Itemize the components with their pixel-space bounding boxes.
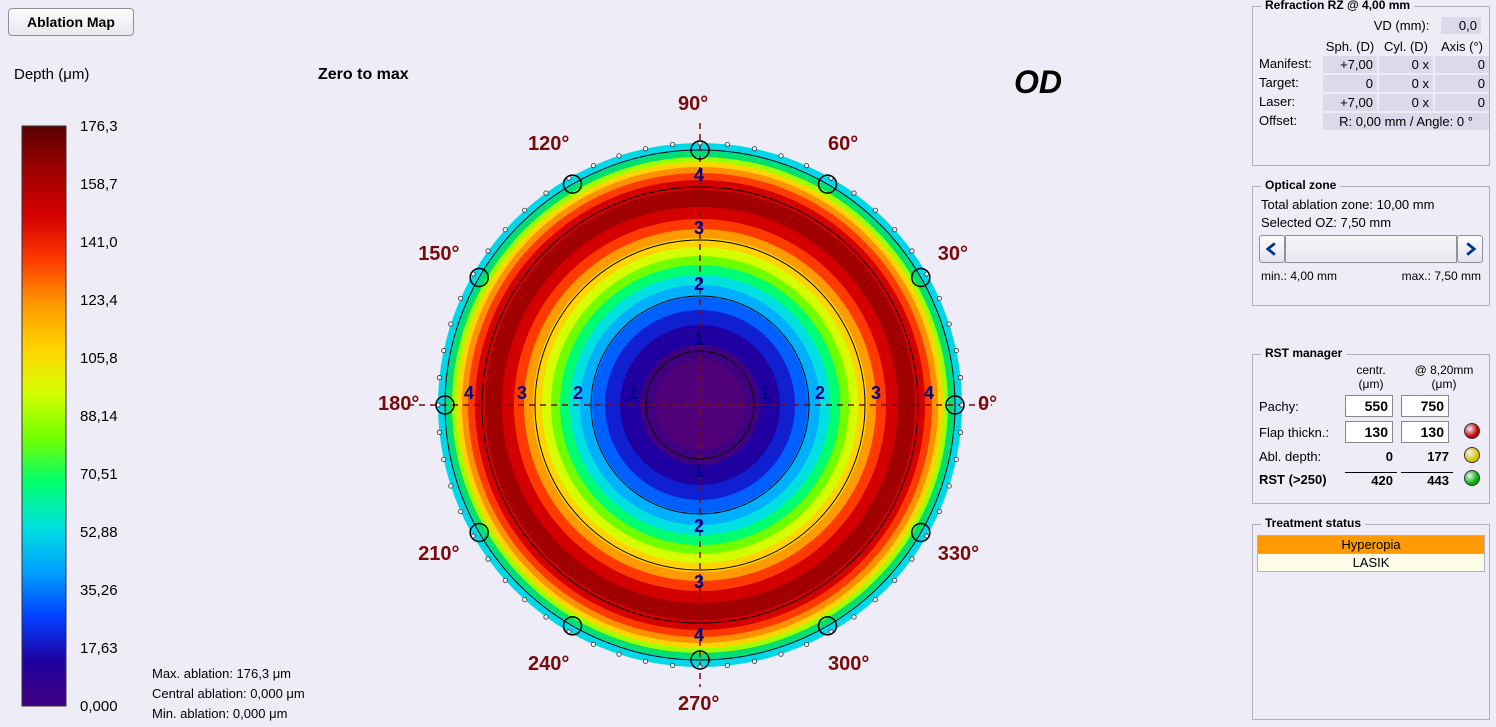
light-green — [1464, 470, 1480, 486]
oz-selected: Selected OZ: 7,50 mm — [1261, 215, 1391, 230]
radial-num: 1 — [694, 461, 704, 482]
refraction-title: Refraction RZ @ 4,00 mm — [1261, 0, 1414, 12]
treatment-panel: Treatment status Hyperopia LASIK — [1252, 524, 1490, 720]
radial-num: 2 — [573, 383, 583, 404]
ablation-map — [0, 0, 1200, 727]
refraction-grid: Sph. (D) Cyl. (D) Axis (°) Manifest: +7,… — [1259, 39, 1489, 130]
angle-label: 60° — [828, 133, 858, 156]
laser-sph: +7,00 — [1323, 94, 1377, 111]
light-red — [1464, 423, 1480, 439]
pachy-label: Pachy: — [1259, 399, 1341, 414]
radial-num: 3 — [517, 383, 527, 404]
radial-num: 1 — [628, 383, 638, 404]
oz-track[interactable] — [1285, 235, 1457, 263]
rst-label: RST (>250) — [1259, 472, 1341, 487]
radial-num: 4 — [464, 383, 474, 404]
oz-title: Optical zone — [1261, 178, 1340, 192]
rst-hdr-c: centr. (μm) — [1345, 363, 1397, 391]
status-row-2: LASIK — [1257, 554, 1485, 572]
angle-label: 240° — [528, 653, 569, 676]
radial-num: 2 — [694, 274, 704, 295]
manifest-axis: 0 — [1435, 56, 1489, 73]
pachy-c-input[interactable] — [1345, 395, 1393, 417]
light-yellow — [1464, 447, 1480, 463]
target-sph: 0 — [1323, 75, 1377, 92]
abl-label: Abl. depth: — [1259, 449, 1341, 464]
angle-label: 90° — [678, 93, 708, 116]
radial-num: 3 — [694, 218, 704, 239]
angle-label: 30° — [938, 243, 968, 266]
oz-min: min.: 4,00 mm — [1261, 269, 1337, 283]
radial-num: 4 — [924, 383, 934, 404]
rst-c: 420 — [1345, 472, 1397, 488]
rst-title: RST manager — [1261, 346, 1346, 360]
laser-axis: 0 — [1435, 94, 1489, 111]
oz-next-button[interactable] — [1457, 235, 1483, 263]
optical-zone-panel: Optical zone Total ablation zone: 10,00 … — [1252, 186, 1490, 306]
hdr-axis: Axis (°) — [1435, 39, 1489, 54]
flap-r-input[interactable] — [1401, 421, 1449, 443]
oz-total: Total ablation zone: 10,00 mm — [1261, 197, 1434, 212]
radial-num: 2 — [694, 516, 704, 537]
laser-cyl: 0 x — [1379, 94, 1433, 111]
angle-label: 180° — [378, 393, 419, 416]
flap-label: Flap thickn.: — [1259, 425, 1341, 440]
radial-num: 3 — [694, 572, 704, 593]
flap-c-input[interactable] — [1345, 421, 1393, 443]
angle-label: 120° — [528, 133, 569, 156]
target-axis: 0 — [1435, 75, 1489, 92]
radial-num: 1 — [760, 383, 770, 404]
vd-row: VD (mm): 0,0 — [1374, 17, 1481, 34]
angle-label: 210° — [418, 543, 459, 566]
row-offset: Offset: — [1259, 113, 1321, 130]
oz-max: max.: 7,50 mm — [1402, 269, 1481, 283]
abl-c: 0 — [1345, 449, 1397, 464]
angle-label: 330° — [938, 543, 979, 566]
row-target: Target: — [1259, 75, 1321, 92]
rst-r: 443 — [1401, 472, 1453, 488]
angle-label: 270° — [678, 693, 719, 716]
radial-num: 1 — [694, 329, 704, 350]
angle-label: 0° — [978, 393, 997, 416]
refraction-panel: Refraction RZ @ 4,00 mm VD (mm): 0,0 Sph… — [1252, 6, 1490, 166]
radial-num: 2 — [815, 383, 825, 404]
status-row-1: Hyperopia — [1257, 535, 1485, 554]
angle-label: 150° — [418, 243, 459, 266]
rst-hdr-r: @ 8,20mm (μm) — [1401, 363, 1487, 391]
vd-value: 0,0 — [1441, 17, 1481, 34]
oz-scroll — [1259, 235, 1483, 263]
oz-prev-button[interactable] — [1259, 235, 1285, 263]
radial-num: 4 — [694, 165, 704, 186]
treatment-title: Treatment status — [1261, 516, 1365, 530]
rst-panel: RST manager centr. (μm) @ 8,20mm (μm) Pa… — [1252, 354, 1490, 504]
hdr-sph: Sph. (D) — [1323, 39, 1377, 54]
manifest-cyl: 0 x — [1379, 56, 1433, 73]
manifest-sph: +7,00 — [1323, 56, 1377, 73]
row-manifest: Manifest: — [1259, 56, 1321, 73]
radial-num: 4 — [694, 625, 704, 646]
offset-value: R: 0,00 mm / Angle: 0 ° — [1323, 113, 1489, 130]
hdr-cyl: Cyl. (D) — [1379, 39, 1433, 54]
angle-label: 300° — [828, 653, 869, 676]
pachy-r-input[interactable] — [1401, 395, 1449, 417]
vd-label: VD (mm): — [1374, 18, 1430, 33]
row-laser: Laser: — [1259, 94, 1321, 111]
radial-num: 3 — [871, 383, 881, 404]
abl-r: 177 — [1401, 449, 1453, 464]
target-cyl: 0 x — [1379, 75, 1433, 92]
